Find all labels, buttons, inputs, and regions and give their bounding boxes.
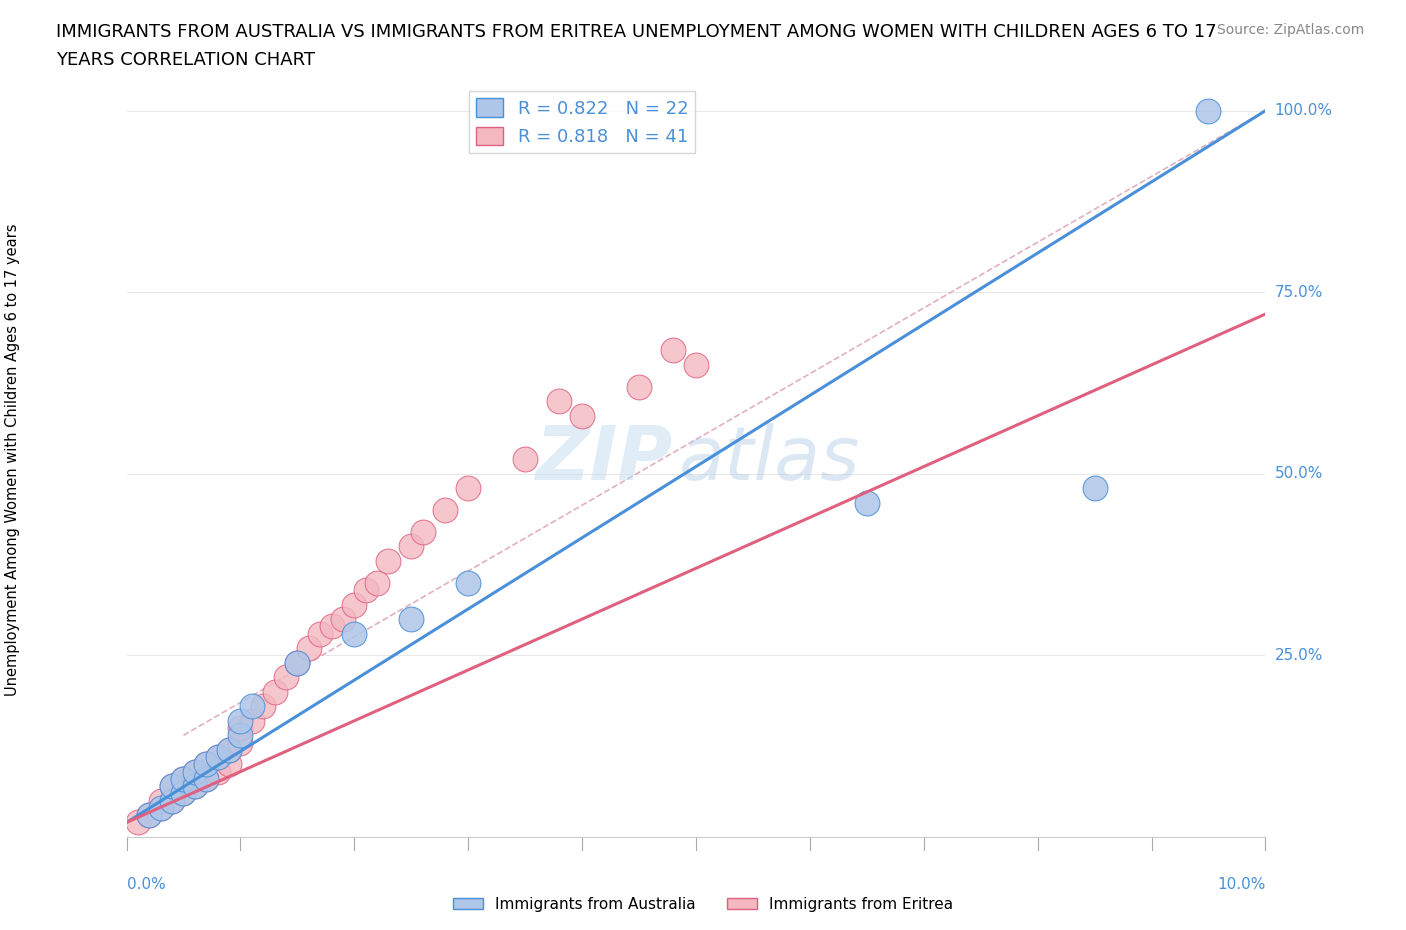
Point (332, 612, 354, 627)
Point (274, 670, 297, 684)
Text: 50.0%: 50.0% (1274, 466, 1323, 482)
Point (229, 735, 252, 750)
Point (855, 496, 877, 511)
Point (685, 357, 707, 372)
Point (401, 539, 423, 554)
Point (160, 793, 183, 808)
Point (138, 808, 160, 823)
Point (184, 764, 207, 779)
Point (434, 503, 457, 518)
Text: 10.0%: 10.0% (1218, 877, 1265, 892)
Text: Source: ZipAtlas.com: Source: ZipAtlas.com (1216, 23, 1364, 37)
Text: ZIP: ZIP (536, 423, 673, 496)
Point (207, 750, 229, 764)
Point (149, 801, 172, 816)
Point (252, 698, 274, 713)
Point (218, 742, 240, 757)
Point (172, 772, 194, 787)
Point (218, 742, 240, 757)
Point (149, 793, 172, 808)
Point (172, 786, 194, 801)
Point (240, 698, 263, 713)
Point (229, 721, 252, 736)
Point (195, 772, 218, 787)
Point (195, 757, 218, 772)
Point (184, 778, 207, 793)
Text: 100.0%: 100.0% (1274, 103, 1333, 118)
Point (354, 582, 377, 597)
Point (160, 778, 183, 793)
Point (457, 576, 479, 591)
Text: 0.0%: 0.0% (127, 877, 166, 892)
Legend: Immigrants from Australia, Immigrants from Eritrea: Immigrants from Australia, Immigrants fr… (447, 891, 959, 918)
Point (412, 525, 434, 539)
Legend: R = 0.822   N = 22, R = 0.818   N = 41: R = 0.822 N = 22, R = 0.818 N = 41 (468, 91, 696, 153)
Point (366, 576, 388, 591)
Point (287, 656, 309, 671)
Point (548, 393, 571, 408)
Text: YEARS CORRELATION CHART: YEARS CORRELATION CHART (56, 51, 315, 69)
Point (207, 750, 229, 764)
Point (628, 379, 651, 394)
Point (218, 757, 240, 772)
Point (298, 641, 321, 656)
Point (515, 452, 537, 467)
Point (195, 772, 218, 787)
Point (138, 808, 160, 823)
Point (662, 343, 685, 358)
Point (127, 815, 149, 830)
Point (207, 764, 229, 779)
Text: Unemployment Among Women with Children Ages 6 to 17 years: Unemployment Among Women with Children A… (6, 223, 20, 696)
Point (343, 597, 366, 612)
Point (1198, 103, 1220, 118)
Point (1084, 481, 1107, 496)
Point (401, 612, 423, 627)
Point (184, 778, 207, 793)
Point (343, 626, 366, 641)
Point (321, 619, 343, 634)
Point (149, 801, 172, 816)
Point (263, 684, 285, 699)
Point (571, 408, 593, 423)
Point (184, 764, 207, 779)
Point (172, 786, 194, 801)
Point (160, 793, 183, 808)
Text: 75.0%: 75.0% (1274, 285, 1323, 299)
Point (377, 553, 399, 568)
Point (195, 757, 218, 772)
Text: atlas: atlas (679, 423, 860, 496)
Point (229, 713, 252, 728)
Point (309, 626, 332, 641)
Point (160, 778, 183, 793)
Point (240, 713, 263, 728)
Point (172, 772, 194, 787)
Point (229, 728, 252, 743)
Text: IMMIGRANTS FROM AUSTRALIA VS IMMIGRANTS FROM ERITREA UNEMPLOYMENT AMONG WOMEN WI: IMMIGRANTS FROM AUSTRALIA VS IMMIGRANTS … (56, 23, 1216, 41)
Point (457, 481, 479, 496)
Text: 25.0%: 25.0% (1274, 648, 1323, 663)
Point (287, 656, 309, 671)
